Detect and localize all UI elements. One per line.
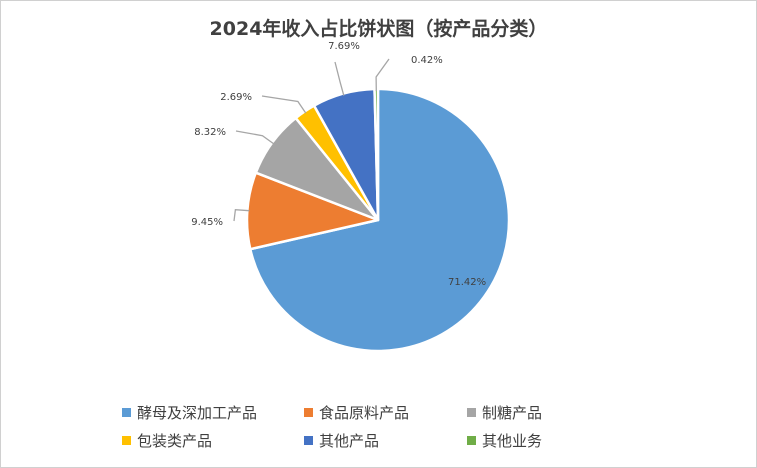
chart-title: 2024年收入占比饼状图（按产品分类） <box>209 18 548 40</box>
data-label-3: 8.32% <box>194 127 226 138</box>
leader-line-5 <box>334 61 345 96</box>
leader-line-3 <box>235 130 275 145</box>
data-label-1: 71.42% <box>448 277 486 288</box>
data-label-6: 0.42% <box>411 55 443 66</box>
data-label-5: 7.69% <box>328 41 360 52</box>
leader-line-6 <box>375 58 390 92</box>
leader-line-2 <box>233 209 250 222</box>
leader-line-4 <box>261 95 307 114</box>
pie-slice-1 <box>249 87 511 353</box>
data-label-4: 2.69% <box>220 92 252 103</box>
data-label-2: 9.45% <box>191 217 223 228</box>
